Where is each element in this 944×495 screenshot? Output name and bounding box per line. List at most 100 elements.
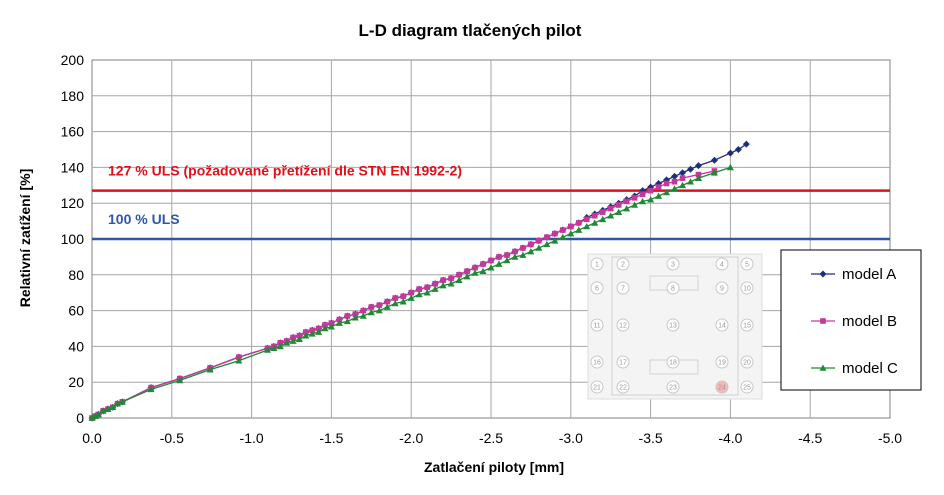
data-point	[88, 414, 96, 421]
data-point	[599, 209, 606, 215]
data-point	[335, 319, 343, 326]
data-point	[270, 344, 278, 351]
inset-pile-label: 22	[619, 385, 627, 392]
y-tick-label: 40	[68, 338, 84, 354]
legend-label: model C	[842, 360, 898, 377]
data-point	[109, 403, 117, 411]
inset-pile-label: 11	[593, 323, 600, 330]
inset-pile	[590, 281, 604, 295]
x-tick-label: -1.5	[319, 430, 343, 446]
data-point	[360, 307, 367, 314]
inset-pile	[715, 257, 729, 271]
data-point	[104, 405, 112, 412]
data-point	[552, 230, 558, 237]
data-point	[343, 317, 351, 325]
data-point	[399, 298, 407, 305]
y-axis-label: Relativní zatížení [%]	[17, 169, 33, 307]
legend-items: model A model B model C	[811, 266, 898, 377]
data-point	[655, 192, 663, 199]
y-tick-labels: 0 20 40 60 80 100 120 140 160 180 200	[61, 52, 85, 426]
data-point	[679, 181, 687, 189]
x-tick-label: -0.5	[160, 430, 184, 446]
data-point	[376, 302, 383, 309]
inset-pile	[666, 355, 680, 369]
data-point	[687, 178, 694, 185]
inset-pile	[616, 380, 630, 394]
data-point	[391, 299, 399, 307]
data-point	[464, 268, 470, 275]
inset-pile-label: 15	[743, 323, 751, 330]
inset-pile	[616, 257, 630, 271]
data-point	[511, 253, 519, 260]
x-tick-label: -2.0	[399, 430, 423, 446]
inset-pile	[740, 257, 754, 271]
inset-pile	[666, 257, 680, 271]
data-point	[327, 323, 335, 330]
y-tick-label: 200	[61, 52, 85, 68]
inset-pile-label: 21	[593, 385, 601, 392]
data-point	[503, 256, 511, 264]
inset-pile-label: 1	[595, 262, 599, 269]
data-point	[408, 289, 414, 296]
x-tick-label: -4.5	[798, 430, 822, 446]
data-point	[567, 230, 575, 237]
data-point	[295, 335, 303, 343]
data-point	[528, 241, 534, 248]
data-point	[607, 212, 615, 219]
inset-pile-label: 24	[718, 385, 726, 392]
inset-pile-label: 5	[745, 262, 749, 269]
x-tick-label: -5.0	[878, 430, 902, 446]
data-point	[407, 294, 415, 301]
data-point	[671, 178, 678, 185]
inset-pile	[590, 318, 604, 332]
data-point	[631, 195, 638, 201]
data-point	[99, 407, 107, 414]
y-tick-label: 140	[61, 159, 85, 175]
data-point	[302, 332, 310, 339]
y-tick-label: 20	[68, 374, 84, 390]
data-point	[321, 325, 329, 332]
data-point	[455, 276, 463, 283]
inset-pile	[740, 281, 754, 295]
data-point	[535, 244, 543, 251]
inset-pile-label: 18	[669, 360, 677, 367]
x-tick-labels: 0.0 -0.5 -1.0 -1.5 -2.0 -2.5 -3.0 -3.5 -4.0 -4.5 -…	[82, 430, 902, 446]
inset-pile	[590, 355, 604, 369]
data-point	[647, 196, 655, 203]
data-point	[315, 325, 322, 332]
inset-pile-label: 2	[621, 262, 625, 269]
data-point	[336, 316, 343, 323]
plot-area: 127 % ULS (požadované přetížení dle STN …	[88, 59, 891, 422]
series-model-C	[88, 163, 734, 421]
data-point	[118, 398, 126, 405]
data-point	[456, 272, 462, 278]
inset-pile	[740, 318, 754, 332]
data-point	[94, 410, 102, 418]
data-point	[663, 188, 671, 196]
inset-pile-label: 10	[743, 286, 751, 293]
data-point	[264, 346, 272, 353]
x-tick-label: -3.5	[639, 430, 663, 446]
y-tick-label: 160	[61, 124, 85, 140]
legend-marker	[819, 270, 827, 278]
data-point	[527, 248, 535, 255]
data-point	[495, 260, 503, 267]
data-point	[315, 328, 323, 335]
data-point	[639, 197, 647, 205]
inset-pile	[740, 355, 754, 369]
data-point	[463, 273, 471, 280]
y-tick-label: 100	[61, 231, 85, 247]
data-point	[520, 245, 526, 251]
data-point	[368, 304, 375, 310]
series-layer	[88, 140, 750, 422]
data-point	[472, 264, 478, 271]
data-point	[655, 184, 662, 190]
data-point	[383, 303, 391, 310]
data-point	[276, 342, 284, 350]
legend-marker	[819, 364, 827, 371]
data-point	[623, 205, 631, 212]
data-point	[671, 172, 679, 180]
legend-box	[780, 249, 922, 391]
